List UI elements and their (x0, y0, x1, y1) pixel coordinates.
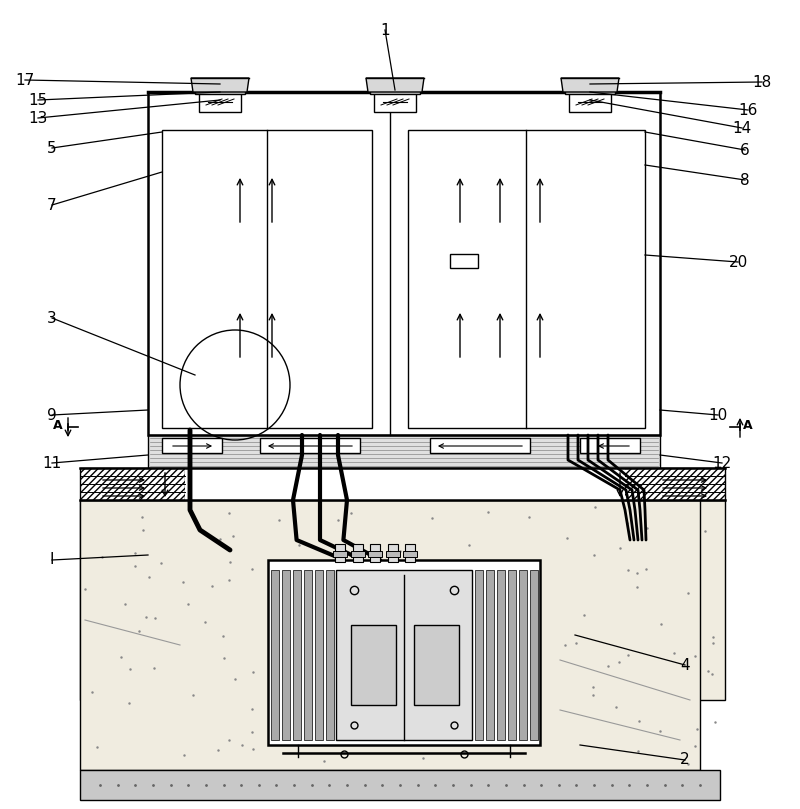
Text: 20: 20 (728, 255, 748, 269)
Text: 18: 18 (752, 74, 772, 90)
Bar (405, 544, 415, 562)
Text: 16: 16 (738, 103, 758, 117)
Bar (386, 551, 400, 557)
Text: 3: 3 (47, 311, 57, 325)
Text: 11: 11 (42, 455, 62, 471)
Bar (408, 130, 645, 428)
Bar (148, 435, 660, 468)
Text: 14: 14 (732, 121, 752, 135)
Bar (336, 570, 472, 740)
Text: 13: 13 (28, 111, 48, 125)
Bar (162, 130, 372, 428)
Bar (353, 544, 363, 562)
Polygon shape (191, 78, 249, 92)
Bar (450, 254, 478, 268)
Bar (519, 570, 527, 740)
Bar (185, 468, 625, 500)
Bar (569, 92, 611, 112)
Text: 8: 8 (740, 172, 750, 188)
Bar (326, 570, 334, 740)
Bar (370, 90, 420, 94)
Text: 12: 12 (712, 455, 732, 471)
Bar (335, 544, 345, 562)
Text: A: A (743, 418, 753, 431)
Polygon shape (561, 78, 619, 92)
Bar (530, 570, 538, 740)
Bar (414, 625, 459, 705)
Bar (351, 625, 396, 705)
Bar (271, 570, 279, 740)
Bar (486, 570, 494, 740)
Bar (370, 544, 380, 562)
Text: 4: 4 (680, 658, 690, 672)
Polygon shape (366, 78, 424, 92)
Bar (388, 544, 398, 562)
Text: I: I (50, 553, 54, 567)
Bar (162, 438, 222, 453)
Bar (199, 92, 241, 112)
Bar (282, 570, 290, 740)
Text: 9: 9 (47, 408, 57, 422)
Bar (497, 570, 505, 740)
Bar (304, 570, 312, 740)
Text: A: A (53, 418, 63, 431)
Text: 6: 6 (740, 142, 750, 158)
Bar (195, 90, 245, 94)
Bar (565, 90, 615, 94)
Bar (80, 770, 720, 800)
Bar (403, 551, 417, 557)
Bar (368, 551, 382, 557)
Bar (268, 560, 540, 745)
Bar (80, 500, 700, 770)
Bar (80, 468, 185, 500)
Bar (580, 438, 640, 453)
Bar (508, 570, 516, 740)
Text: 10: 10 (708, 408, 728, 422)
Bar (315, 570, 323, 740)
Bar (475, 570, 483, 740)
Bar (430, 438, 530, 453)
Bar (620, 500, 725, 700)
Bar (351, 551, 365, 557)
Text: 5: 5 (47, 141, 57, 155)
Bar (148, 92, 660, 435)
Text: 2: 2 (680, 752, 690, 768)
Text: 7: 7 (47, 197, 57, 213)
Bar (80, 500, 185, 700)
Bar (293, 570, 301, 740)
Bar (333, 551, 347, 557)
Bar (620, 468, 725, 500)
Bar (260, 438, 360, 453)
Text: 15: 15 (28, 92, 48, 108)
Text: 1: 1 (380, 23, 390, 37)
Text: 17: 17 (15, 73, 34, 87)
Bar (374, 92, 416, 112)
